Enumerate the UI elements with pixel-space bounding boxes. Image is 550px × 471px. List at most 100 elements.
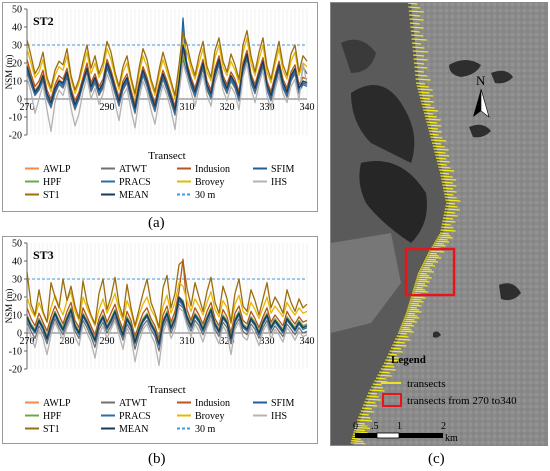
transect-line (360, 410, 374, 413)
x-tick-label: 340 (300, 102, 315, 113)
transect-line (405, 314, 418, 317)
map-canvas: N Legend transects transects from 270 to… (331, 3, 547, 445)
transect-line (421, 103, 431, 106)
transect-line (408, 6, 421, 9)
transect-line (416, 276, 432, 279)
transect-line (414, 284, 428, 287)
transect-line (441, 181, 453, 184)
legend-label: AWLP (43, 398, 71, 409)
study-area-box (404, 247, 456, 297)
transect-line (417, 88, 433, 91)
transect-line (422, 262, 434, 265)
transect-line (429, 133, 439, 136)
series-line-st1 (26, 29, 308, 97)
transect-line (392, 344, 407, 347)
transect-line (354, 429, 366, 432)
legend-label: IHS (271, 411, 287, 422)
y-tick-label: 40 (12, 257, 22, 268)
series-line-mean (26, 296, 308, 345)
y-tick-label: 10 (12, 311, 22, 322)
y-axis-label: NSM (m) (4, 55, 14, 90)
transect-line (426, 254, 440, 257)
transect-line (436, 238, 448, 241)
transect-line (435, 240, 450, 243)
x-tick-label: 320 (220, 102, 235, 113)
legend-label: AWLP (43, 164, 71, 175)
transect-line (353, 431, 368, 434)
transect-line (385, 359, 401, 362)
transect-line (403, 318, 415, 321)
transect-line (409, 14, 421, 17)
transect-line (415, 82, 426, 85)
transect-line (400, 326, 410, 329)
transect-line (409, 300, 424, 303)
transect-line (407, 3, 418, 5)
transect-line (426, 121, 438, 124)
x-tick-label: 270 (20, 336, 35, 347)
transect-line (355, 422, 366, 425)
transect-line (442, 184, 457, 187)
transect-line (409, 22, 421, 25)
transect-line (433, 242, 445, 245)
legend-label: 30 m (195, 190, 216, 201)
panel-label-c: (c) (428, 451, 445, 467)
series-line-brovey (26, 281, 308, 331)
legend-label: HPF (43, 411, 62, 422)
transect-lines (350, 3, 461, 445)
transect-line (355, 424, 368, 427)
transect-line (413, 286, 423, 289)
series-line-indusion (26, 49, 308, 107)
scale-label-2: 2 (441, 421, 446, 432)
transect-line (398, 330, 414, 333)
y-tick-label: 30 (12, 275, 22, 286)
transect-line (440, 175, 453, 178)
transect-line (438, 166, 451, 169)
y-tick-label: 0 (17, 329, 22, 340)
st3-chart: -20 -10 0 10 20 30 40 50 270 280 290 310 320 330 340 ST… (4, 239, 315, 436)
transect-line (377, 374, 392, 377)
legend-label: MEAN (119, 190, 148, 201)
transect-line (401, 324, 415, 327)
chart-title: ST3 (33, 248, 54, 262)
series-line-st1 (26, 260, 308, 329)
legend-label: 30 m (195, 424, 216, 435)
transect-line (414, 282, 426, 285)
transect-line (395, 338, 411, 341)
legend-box-swatch (382, 393, 402, 407)
legend-label: ST1 (43, 424, 60, 435)
transect-line (407, 308, 420, 311)
panel-label-b: (b) (148, 451, 166, 467)
north-arrow-icon: N (473, 73, 490, 118)
transect-line (444, 196, 457, 199)
transect-line (419, 268, 433, 271)
transect-line (419, 94, 434, 97)
satellite-map: N Legend transects transects from 270 to… (330, 2, 548, 446)
transect-line (358, 416, 371, 419)
transect-line (423, 112, 434, 115)
transect-line (441, 223, 451, 226)
x-tick-label: 330 (260, 102, 275, 113)
transect-line (412, 290, 428, 293)
transect-line (441, 226, 454, 229)
transect-line (371, 386, 384, 389)
transect-line (427, 252, 438, 255)
transect-line (380, 368, 396, 371)
transect-line (434, 151, 446, 154)
transect-line (442, 187, 454, 190)
transect-line (415, 74, 428, 77)
transect-line (436, 160, 450, 163)
transect-line (413, 288, 426, 291)
transect-line (445, 199, 461, 202)
transect-line (401, 322, 413, 325)
transect-line (417, 274, 430, 277)
transect-line (351, 437, 361, 440)
transect-line (429, 250, 445, 253)
transect-line (430, 136, 443, 139)
transect-line (410, 296, 426, 299)
transect-line (437, 236, 453, 239)
y-tick-label: -10 (9, 347, 22, 358)
urban-area (331, 233, 401, 333)
y-tick-label: -20 (9, 365, 22, 376)
transect-line (390, 347, 402, 350)
transect-line (350, 442, 366, 445)
